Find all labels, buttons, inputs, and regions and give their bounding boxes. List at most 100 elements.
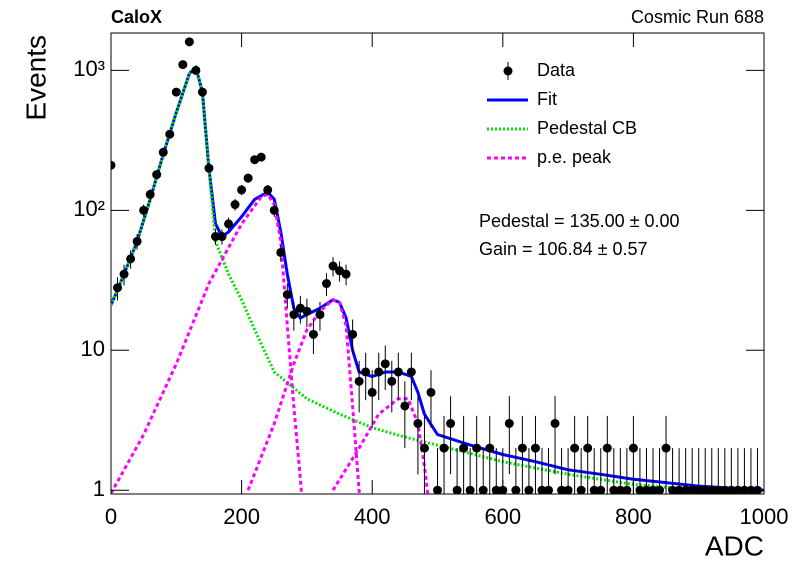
- legend-marker: [503, 66, 513, 76]
- data-point: [439, 443, 449, 453]
- data-point: [459, 443, 469, 453]
- data-point: [380, 359, 390, 369]
- peak-curve: [246, 297, 361, 494]
- y-tick-label: 10: [81, 336, 105, 361]
- data-point: [230, 200, 240, 210]
- data-point: [419, 443, 429, 453]
- data-point: [615, 485, 625, 494]
- data-point: [530, 443, 540, 453]
- data-point: [641, 485, 651, 494]
- data-point: [596, 485, 606, 494]
- data-point: [517, 443, 527, 453]
- data-point: [563, 485, 573, 494]
- data-point: [302, 306, 312, 316]
- data-point: [204, 163, 214, 173]
- data-point: [674, 485, 684, 494]
- data-point: [713, 485, 723, 494]
- data-point: [576, 485, 586, 494]
- data-point: [557, 485, 567, 494]
- data-point: [524, 485, 534, 494]
- data-point: [165, 129, 175, 139]
- data-point: [504, 418, 514, 428]
- data-point: [217, 232, 227, 242]
- data-point: [113, 283, 123, 293]
- data-point: [308, 329, 318, 339]
- data-point: [178, 60, 188, 70]
- data-point: [694, 485, 704, 494]
- legend-label: Pedestal CB: [537, 118, 637, 138]
- data-point: [269, 205, 279, 215]
- data-point: [132, 236, 142, 246]
- data-point: [700, 485, 710, 494]
- data-point: [687, 485, 697, 494]
- data-point: [726, 485, 736, 494]
- data-point: [668, 485, 678, 494]
- data-point: [511, 485, 521, 494]
- chart-title: CaloX: [111, 7, 162, 27]
- data-point: [374, 367, 384, 377]
- data-point: [361, 367, 371, 377]
- data-point: [393, 367, 403, 377]
- y-tick-label: 10³: [73, 56, 105, 81]
- data-point: [224, 219, 234, 229]
- data-point: [263, 185, 273, 195]
- data-point: [289, 310, 299, 320]
- data-point: [341, 269, 351, 279]
- legend-label: Data: [537, 60, 576, 80]
- data-point: [387, 376, 397, 386]
- x-tick-label: 600: [484, 504, 521, 529]
- x-tick-label: 1000: [740, 504, 789, 529]
- data-point: [707, 485, 717, 494]
- data-point: [661, 443, 671, 453]
- data-point: [328, 261, 338, 271]
- annotation: Pedestal = 135.00 ± 0.00: [479, 211, 680, 231]
- data-point: [197, 87, 207, 97]
- x-tick-label: 800: [615, 504, 652, 529]
- data-point: [720, 485, 730, 494]
- data-point: [237, 185, 247, 195]
- data-point: [485, 443, 495, 453]
- data-point: [111, 160, 116, 170]
- data-point: [171, 87, 181, 97]
- data-point: [354, 376, 364, 386]
- data-point: [589, 485, 599, 494]
- data-point: [544, 485, 554, 494]
- data-point: [139, 205, 149, 215]
- data-point: [739, 485, 749, 494]
- legend-label: Fit: [537, 89, 557, 109]
- data-point: [635, 485, 645, 494]
- data-point: [433, 485, 442, 494]
- data-point: [452, 485, 462, 494]
- legend-label: p.e. peak: [537, 147, 612, 167]
- data-point: [276, 247, 286, 257]
- data-point: [681, 485, 691, 494]
- data-point: [472, 443, 482, 453]
- data-point: [446, 418, 456, 428]
- data-point: [628, 443, 638, 453]
- data-point: [609, 485, 619, 494]
- data-point: [367, 387, 377, 397]
- x-axis-label: ADC: [705, 530, 764, 561]
- data-point: [210, 232, 220, 242]
- data-point: [282, 290, 292, 300]
- plot-area: [111, 37, 764, 494]
- data-point: [145, 189, 155, 199]
- y-tick-label: 10²: [73, 196, 105, 221]
- data-point: [256, 152, 266, 162]
- data-point: [478, 485, 488, 494]
- y-axis-label: Events: [20, 35, 51, 121]
- data-point: [413, 418, 423, 428]
- data-point: [184, 37, 194, 47]
- annotation: Gain = 106.84 ± 0.57: [479, 239, 648, 259]
- data-point: [406, 367, 416, 377]
- data-point: [583, 443, 593, 453]
- peak-curve: [111, 192, 304, 494]
- x-tick-label: 400: [354, 504, 391, 529]
- data-point: [243, 173, 253, 183]
- data-point: [426, 387, 436, 397]
- peak-curve: [331, 397, 430, 494]
- x-tick-label: 200: [223, 504, 260, 529]
- data-point: [622, 485, 632, 494]
- data-point: [570, 443, 580, 453]
